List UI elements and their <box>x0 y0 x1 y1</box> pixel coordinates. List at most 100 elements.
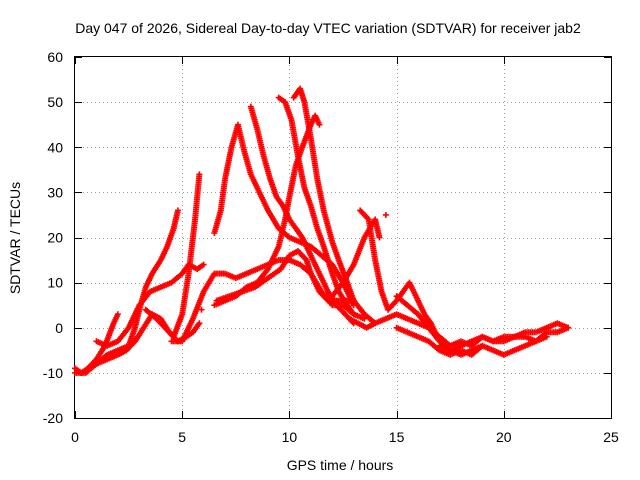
x-tick-label: 0 <box>71 429 79 445</box>
data-segment <box>286 164 299 200</box>
series-track-12 <box>213 248 357 304</box>
data-segment <box>282 99 294 122</box>
data-segment <box>307 252 322 275</box>
data-segment <box>543 320 559 331</box>
data-point <box>114 311 121 318</box>
data-marks <box>72 85 572 376</box>
data-segment <box>104 339 120 349</box>
data-segment <box>511 333 527 340</box>
series-track-5 <box>142 171 203 340</box>
data-segment <box>217 177 228 214</box>
data-segment <box>406 279 421 302</box>
data-segment <box>346 315 360 326</box>
x-tick-label: 20 <box>496 429 512 445</box>
data-segment <box>185 218 198 277</box>
y-tick-label: 20 <box>47 230 63 246</box>
data-segment <box>320 243 335 275</box>
data-point <box>350 297 357 304</box>
data-segment <box>189 290 206 322</box>
data-segment <box>157 280 173 291</box>
data-segment <box>140 312 155 331</box>
data-point <box>382 211 389 218</box>
x-tick-label: 15 <box>389 429 405 445</box>
data-segment <box>299 123 314 151</box>
data-segment <box>264 245 281 273</box>
data-segment <box>132 326 146 345</box>
data-segment <box>194 262 206 273</box>
data-segment <box>211 209 224 236</box>
data-segment <box>179 317 196 345</box>
data-segment <box>500 348 516 358</box>
data-segment <box>254 126 267 158</box>
data-segment <box>241 148 254 176</box>
chart-title: Day 047 of 2026, Sidereal Day-to-day VTE… <box>75 20 581 36</box>
data-segment <box>288 117 301 158</box>
data-segment <box>350 297 367 316</box>
x-tick-label: 25 <box>603 429 619 445</box>
x-axis-title: GPS time / hours <box>287 457 394 473</box>
data-segment <box>252 276 270 291</box>
data-point <box>316 121 323 128</box>
data-segment <box>314 175 327 212</box>
data-segment <box>307 202 320 230</box>
data-segment <box>329 239 342 262</box>
data-segment <box>393 293 409 308</box>
data-segment <box>307 270 322 293</box>
data-segment <box>142 306 159 321</box>
series-track-18 <box>436 324 572 354</box>
data-segment <box>532 325 548 336</box>
data-segment <box>136 290 152 309</box>
data-segment <box>532 330 549 345</box>
data-segment <box>500 334 516 345</box>
data-segment <box>372 216 383 239</box>
data-segment <box>264 267 283 282</box>
y-tick-label: -10 <box>43 365 63 381</box>
y-axis-title: SDTVAR / TECUs <box>7 182 23 294</box>
data-segment <box>260 153 273 180</box>
data-segment <box>142 272 155 291</box>
data-segment <box>340 263 356 286</box>
data-point <box>376 234 383 241</box>
data-segment <box>179 272 192 318</box>
data-point <box>174 207 181 214</box>
data-segment <box>114 348 128 358</box>
data-segment <box>479 333 495 344</box>
data-segment <box>372 257 385 293</box>
data-segment <box>147 284 162 295</box>
data-segment <box>213 293 231 304</box>
series-isolated-points <box>198 211 389 313</box>
data-point <box>200 261 207 268</box>
data-segment <box>275 94 287 104</box>
data-segment <box>292 225 305 239</box>
data-segment <box>329 281 345 300</box>
data-segment <box>316 270 331 293</box>
data-segment <box>554 320 570 330</box>
data-segment <box>222 146 235 182</box>
data-segment <box>170 312 185 340</box>
data-segment <box>226 289 244 300</box>
data-segment <box>299 234 313 257</box>
data-segment <box>286 234 302 245</box>
data-segment <box>192 173 203 223</box>
data-segment <box>157 245 170 264</box>
data-segment <box>232 271 248 282</box>
y-tick-label: 40 <box>47 139 63 155</box>
data-point <box>196 171 203 178</box>
axis-ticks: 0 5 10 15 20 25 -20 -10 0 10 20 30 40 50 60 <box>43 49 619 445</box>
series-track-11 <box>211 112 323 309</box>
data-segment <box>307 135 320 180</box>
y-tick-label: 30 <box>47 184 63 200</box>
data-segment <box>421 311 433 325</box>
grid-lines <box>75 57 611 418</box>
data-point <box>565 324 572 331</box>
y-tick-label: -20 <box>43 410 63 426</box>
data-segment <box>350 236 367 268</box>
y-tick-label: 0 <box>55 320 63 336</box>
data-segment <box>123 339 137 354</box>
series-track-14 <box>357 207 443 345</box>
x-tick-label: 10 <box>282 429 298 445</box>
data-segment <box>511 343 527 354</box>
data-segment <box>247 171 262 194</box>
data-segment <box>189 321 202 336</box>
data-segment <box>273 193 285 208</box>
